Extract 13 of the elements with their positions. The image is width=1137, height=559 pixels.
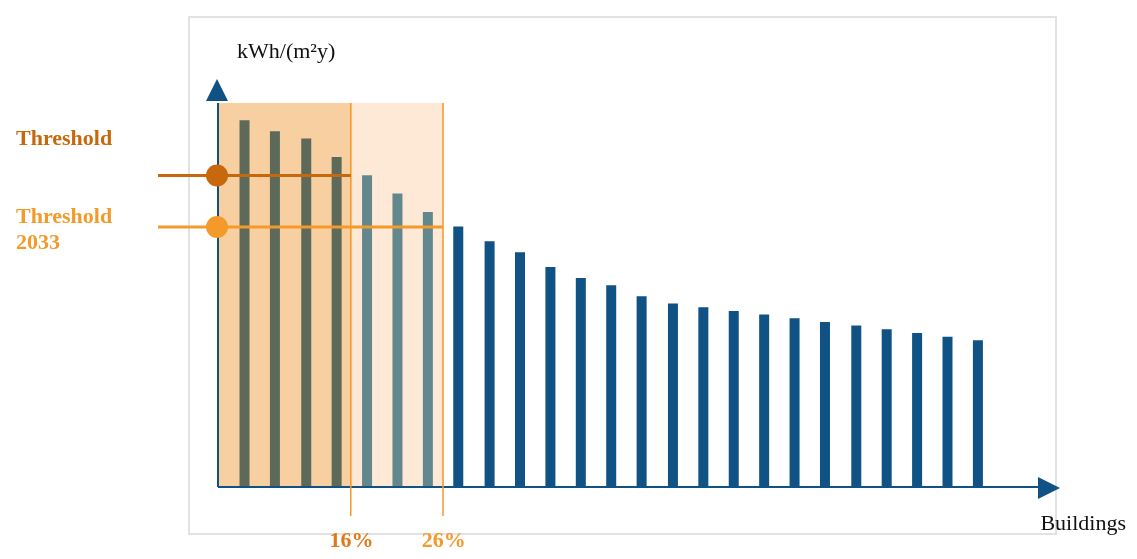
bar (269, 131, 280, 487)
bar (422, 211, 433, 487)
bar (331, 156, 342, 487)
bar (301, 138, 312, 487)
ref-line-label: Threshold (16, 125, 113, 151)
ref-line-label: Threshold 2033 (16, 202, 113, 254)
bar (239, 120, 250, 487)
bar (362, 175, 373, 487)
x-tick-label: 16% (329, 527, 374, 552)
y-axis-title: kWh/(m²y) (237, 38, 336, 63)
bar (392, 193, 403, 487)
x-axis-title: Buildings (1040, 510, 1126, 535)
x-tick-label: 26% (421, 527, 466, 552)
